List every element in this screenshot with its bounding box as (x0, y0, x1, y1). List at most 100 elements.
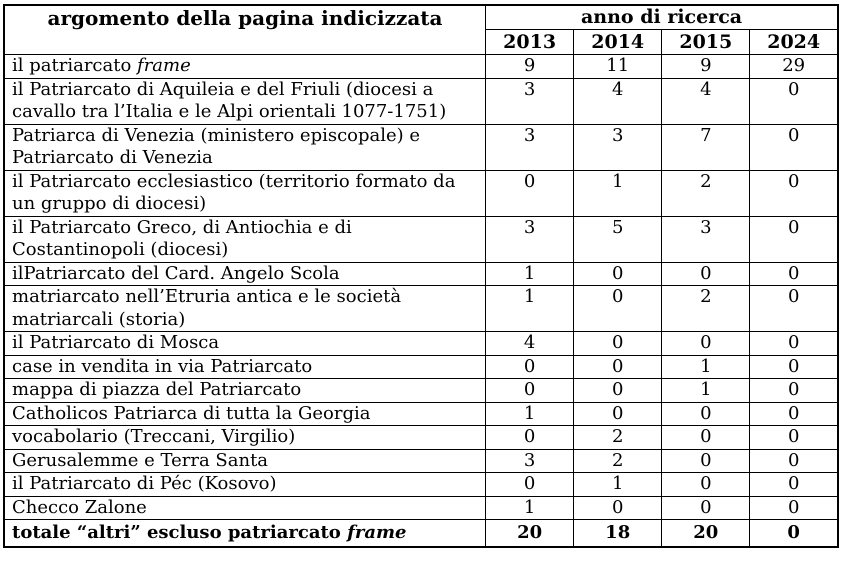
year-value-cell: 3 (485, 215, 575, 263)
table-row: mappa di piazza del Patriarcato 0 0 1 0 (3, 378, 839, 403)
topic-cell: vocabolario (Treccani, Virgilio) (3, 425, 487, 450)
header-row-group: argomento della pagina indicizzata anno … (3, 4, 839, 55)
topic-text: Gerusalemme e Terra Santa (12, 449, 269, 471)
topic-cell: il Patriarcato di Péc (Kosovo) (3, 472, 487, 497)
topic-text: case in vendita in via Patriarcato (12, 355, 313, 377)
topic-text: Checco Zalone (12, 496, 147, 518)
year-value-cell: 20 (661, 519, 751, 548)
topic-text: il Patriarcato di Aquileia e del Friuli … (12, 78, 447, 122)
year-value-cell: 3 (485, 123, 575, 171)
table-row: il patriarcato frame 9 11 9 29 (3, 54, 839, 79)
year-value-cell: 0 (749, 331, 839, 356)
year-value-cell: 1 (485, 495, 575, 520)
year-value-cell: 0 (749, 519, 839, 548)
topic-cell: Patriarca di Venezia (ministero episcopa… (3, 123, 487, 171)
topic-cell: il Patriarcato ecclesiastico (territorio… (3, 169, 487, 217)
table-row: Checco Zalone 1 0 0 0 (3, 495, 839, 520)
year-value-cell: 2 (661, 285, 751, 332)
table-row: il Patriarcato ecclesiastico (territorio… (3, 169, 839, 217)
topic-text: vocabolario (Treccani, Virgilio) (12, 426, 296, 447)
topic-cell: il Patriarcato di Aquileia e del Friuli … (3, 77, 487, 125)
year-value-cell: 0 (749, 215, 839, 263)
year-value-cell: 0 (749, 495, 839, 520)
year-value-cell: 0 (661, 472, 751, 497)
year-value-cell: 3 (485, 448, 575, 473)
year-value-cell: 0 (661, 331, 751, 356)
year-value-cell: 2 (661, 169, 751, 217)
year-value-cell: 0 (661, 261, 751, 286)
year-value-cell: 5 (573, 215, 663, 263)
year-value-cell: 0 (661, 495, 751, 520)
year-value-cell: 4 (661, 77, 751, 125)
year-value-cell: 1 (485, 285, 575, 332)
year-value-cell: 0 (485, 354, 575, 379)
year-value-cell: 0 (661, 448, 751, 473)
year-value-cell: 2 (573, 425, 663, 450)
topic-text: Catholicos Patriarca di tutta la Georgia (12, 402, 371, 424)
year-value-cell: 0 (573, 354, 663, 379)
year-value-cell: 0 (749, 448, 839, 473)
year-group-header: anno di ricerca (485, 4, 839, 30)
table-body: il patriarcato frame 9 11 9 29 il Patria… (3, 54, 839, 548)
year-value-cell: 1 (573, 472, 663, 497)
year-value-cell: 0 (749, 472, 839, 497)
topic-text: il patriarcato (12, 55, 138, 76)
year-value-cell: 9 (485, 54, 575, 79)
header-row-years: 2013 2014 2015 2024 (4, 29, 839, 55)
year-value-cell: 0 (749, 401, 839, 426)
year-value-cell: 0 (573, 401, 663, 426)
table-row: Catholicos Patriarca di tutta la Georgia… (3, 401, 839, 426)
topic-text: Patriarca di Venezia (ministero episcopa… (12, 124, 421, 168)
year-value-cell: 0 (749, 425, 839, 450)
table-row: matriarcato nell’Etruria antica e le soc… (3, 285, 839, 332)
topic-cell: Checco Zalone (3, 495, 487, 520)
topic-text: il Patriarcato di Mosca (12, 332, 220, 353)
year-column-header-2014: 2014 (573, 29, 663, 55)
year-value-cell: 29 (749, 54, 839, 79)
year-value-cell: 1 (661, 378, 751, 403)
year-value-cell: 1 (573, 169, 663, 217)
year-value-cell: 4 (573, 77, 663, 125)
year-value-cell: 0 (749, 354, 839, 379)
year-value-cell: 0 (661, 401, 751, 426)
year-value-cell: 7 (661, 123, 751, 171)
year-value-cell: 0 (661, 425, 751, 450)
year-value-cell: 0 (485, 472, 575, 497)
topic-cell: il patriarcato frame (3, 54, 487, 79)
indexed-page-topics-table: argomento della pagina indicizzata anno … (3, 4, 839, 548)
topic-cell: Gerusalemme e Terra Santa (3, 448, 487, 473)
year-value-cell: 0 (573, 495, 663, 520)
year-value-cell: 0 (749, 169, 839, 217)
table-header: argomento della pagina indicizzata anno … (3, 4, 839, 55)
topic-cell: Catholicos Patriarca di tutta la Georgia (3, 401, 487, 426)
topic-column-header: argomento della pagina indicizzata (3, 4, 487, 55)
year-value-cell: 0 (749, 123, 839, 171)
year-value-cell: 0 (573, 285, 663, 332)
topic-cell: matriarcato nell’Etruria antica e le soc… (3, 285, 487, 332)
year-value-cell: 9 (661, 54, 751, 79)
total-row: totale “altri” escluso patriarcato frame… (3, 519, 839, 548)
topic-text: mappa di piazza del Patriarcato (12, 379, 302, 400)
year-value-cell: 0 (573, 378, 663, 403)
year-value-cell: 20 (485, 519, 575, 548)
topic-cell: case in vendita in via Patriarcato (3, 354, 487, 379)
year-column-header-2024: 2024 (749, 29, 839, 55)
table-row: case in vendita in via Patriarcato 0 0 1… (3, 354, 839, 379)
topic-italic-text: frame (137, 55, 191, 76)
table-row: il Patriarcato di Aquileia e del Friuli … (3, 77, 839, 125)
topic-cell: il Patriarcato Greco, di Antiochia e di … (3, 215, 487, 263)
topic-text: il Patriarcato di Péc (Kosovo) (12, 473, 277, 494)
year-value-cell: 2 (573, 448, 663, 473)
topic-cell: mappa di piazza del Patriarcato (3, 378, 487, 403)
year-value-cell: 0 (749, 378, 839, 403)
topic-italic-text: frame (347, 522, 407, 543)
year-value-cell: 18 (573, 519, 663, 548)
year-value-cell: 0 (573, 261, 663, 286)
year-value-cell: 1 (485, 401, 575, 426)
table-row: Gerusalemme e Terra Santa 3 2 0 0 (3, 448, 839, 473)
year-value-cell: 0 (749, 261, 839, 286)
year-value-cell: 3 (573, 123, 663, 171)
year-column-header-2013: 2013 (485, 29, 575, 55)
topic-text: il Patriarcato Greco, di Antiochia e di … (12, 216, 352, 260)
topic-text: matriarcato nell’Etruria antica e le soc… (12, 286, 402, 330)
